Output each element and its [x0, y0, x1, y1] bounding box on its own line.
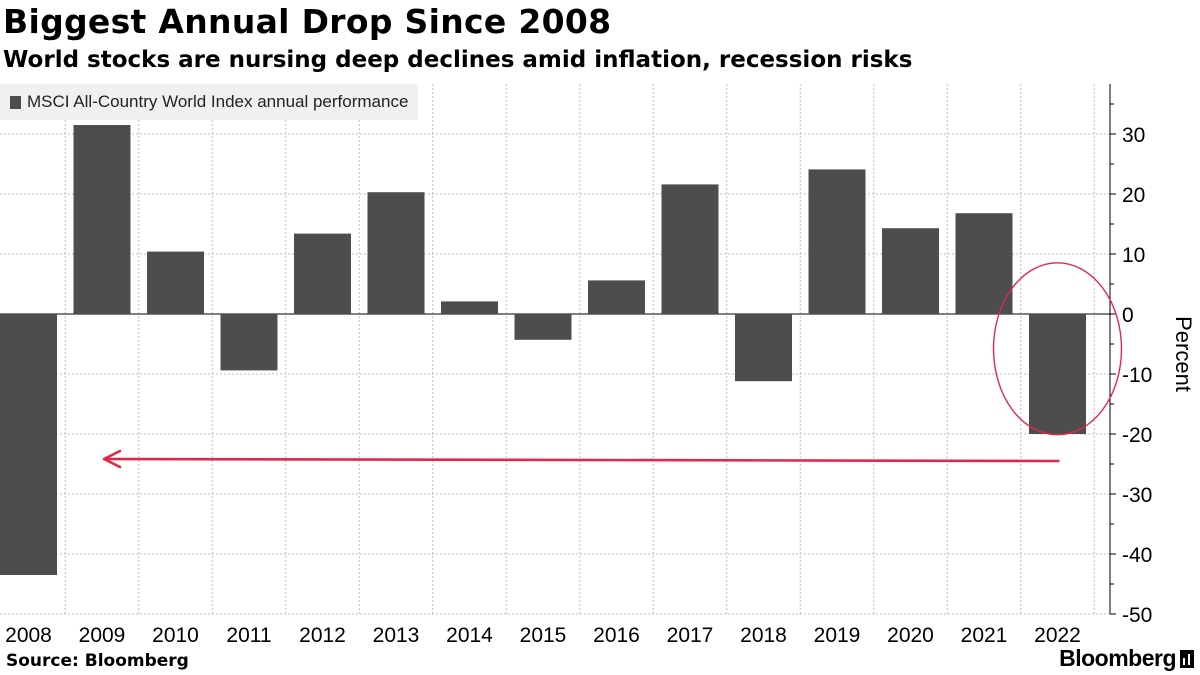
x-tick-label: 2018 [740, 624, 787, 647]
bar-2020 [882, 228, 939, 314]
bar-2008 [0, 314, 57, 575]
y-axis-title: Percent [1171, 316, 1196, 392]
chart-legend: MSCI All-Country World Index annual perf… [0, 84, 419, 120]
bloomberg-terminal-icon [1180, 649, 1194, 668]
bar-2021 [955, 213, 1013, 314]
y-tick-label: 10 [1122, 244, 1145, 267]
y-tick-label: -50 [1122, 604, 1152, 627]
y-tick-label: 20 [1122, 184, 1145, 207]
x-tick-label: 2022 [1034, 624, 1081, 647]
bar-2016 [588, 280, 645, 314]
x-tick-label: 2008 [5, 624, 52, 647]
highlight-ellipse [992, 262, 1123, 436]
brand-logo: Bloomberg [1059, 645, 1194, 672]
x-tick-label: 2020 [887, 624, 934, 647]
y-tick-label: -40 [1122, 544, 1152, 567]
y-axis: 30 20 10 0 -10 -20 -30 -40 -50 [1109, 84, 1152, 627]
x-tick-label: 2009 [79, 624, 126, 647]
bar-2010 [147, 251, 204, 314]
bar-2019 [808, 169, 866, 314]
bar-2012 [294, 233, 351, 314]
y-tick-label: 0 [1122, 304, 1134, 327]
annotation-arrow-line [103, 457, 1060, 463]
annotations [102, 262, 1123, 469]
bar-2022 [1029, 314, 1086, 434]
chart-subtitle: World stocks are nursing deep declines a… [3, 47, 913, 73]
brand-name: Bloomberg [1059, 645, 1176, 671]
x-tick-label: 2019 [814, 624, 861, 647]
bar-2017 [661, 184, 719, 314]
bar-2015 [514, 314, 572, 340]
bar-2013 [367, 192, 425, 314]
source-note: Source: Bloomberg [6, 651, 189, 671]
bar-2014 [441, 301, 498, 314]
y-tick-label: -20 [1122, 424, 1152, 447]
y-tick-label: 30 [1122, 124, 1145, 147]
x-tick-label: 2011 [226, 624, 271, 647]
x-tick-label: 2010 [152, 624, 199, 647]
x-tick-label: 2021 [961, 624, 1008, 647]
gridlines [0, 84, 1110, 615]
x-tick-label: 2016 [593, 624, 640, 647]
chart-title: Biggest Annual Drop Since 2008 [3, 2, 612, 41]
bar-2009 [73, 125, 131, 314]
x-tick-label: 2015 [520, 624, 567, 647]
x-axis-labels: 2008 2009 2010 2011 2012 2013 2014 2015 2016 2017… [5, 624, 1081, 647]
x-tick-label: 2014 [446, 624, 493, 647]
legend-label: MSCI All-Country World Index annual perf… [27, 92, 409, 111]
annotation-arrow-head [102, 449, 122, 469]
bar-2011 [220, 314, 278, 371]
bars [0, 125, 1086, 575]
legend-swatch [10, 95, 21, 109]
bar-2018 [735, 314, 792, 382]
x-tick-label: 2017 [667, 624, 714, 647]
x-tick-label: 2013 [373, 624, 420, 647]
y-tick-label: -30 [1122, 484, 1152, 507]
y-tick-label: -10 [1122, 364, 1152, 387]
x-tick-label: 2012 [299, 624, 346, 647]
